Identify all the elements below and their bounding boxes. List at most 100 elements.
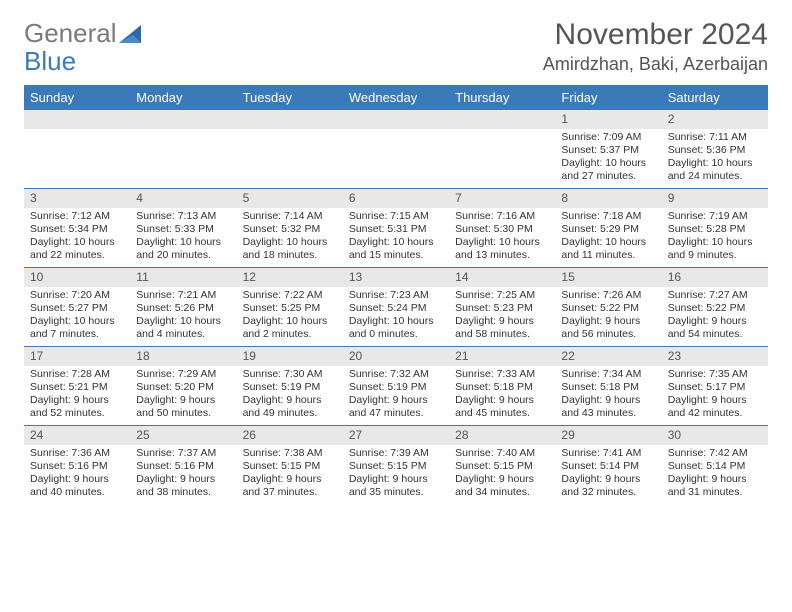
day-info-line: and 56 minutes.: [561, 328, 655, 341]
day-number: 13: [343, 268, 449, 287]
day-info-line: Sunset: 5:14 PM: [668, 460, 762, 473]
day-cell: 5Sunrise: 7:14 AMSunset: 5:32 PMDaylight…: [237, 189, 343, 267]
day-info-line: and 35 minutes.: [349, 486, 443, 499]
day-info-line: Daylight: 10 hours: [349, 236, 443, 249]
day-header-cell: Wednesday: [343, 85, 449, 110]
day-info-line: Sunrise: 7:39 AM: [349, 447, 443, 460]
week-row: 3Sunrise: 7:12 AMSunset: 5:34 PMDaylight…: [24, 188, 768, 267]
week-row: 24Sunrise: 7:36 AMSunset: 5:16 PMDayligh…: [24, 425, 768, 504]
month-title: November 2024: [543, 18, 768, 52]
day-info: Sunrise: 7:14 AMSunset: 5:32 PMDaylight:…: [237, 208, 343, 267]
day-info-line: Daylight: 9 hours: [561, 394, 655, 407]
day-info-line: Daylight: 9 hours: [455, 315, 549, 328]
day-cell: 24Sunrise: 7:36 AMSunset: 5:16 PMDayligh…: [24, 426, 130, 504]
day-info-line: Sunset: 5:22 PM: [561, 302, 655, 315]
day-info-line: Sunrise: 7:19 AM: [668, 210, 762, 223]
day-number: [449, 110, 555, 129]
day-number: 1: [555, 110, 661, 129]
day-info-line: Daylight: 10 hours: [30, 236, 124, 249]
day-number: 12: [237, 268, 343, 287]
day-cell: 25Sunrise: 7:37 AMSunset: 5:16 PMDayligh…: [130, 426, 236, 504]
day-number: 29: [555, 426, 661, 445]
day-info: Sunrise: 7:35 AMSunset: 5:17 PMDaylight:…: [662, 366, 768, 425]
day-info: Sunrise: 7:42 AMSunset: 5:14 PMDaylight:…: [662, 445, 768, 504]
day-info-line: and 9 minutes.: [668, 249, 762, 262]
day-header-cell: Sunday: [24, 85, 130, 110]
day-info-line: Sunset: 5:22 PM: [668, 302, 762, 315]
week-row: 17Sunrise: 7:28 AMSunset: 5:21 PMDayligh…: [24, 346, 768, 425]
day-number: 24: [24, 426, 130, 445]
location: Amirdzhan, Baki, Azerbaijan: [543, 54, 768, 75]
day-cell: 17Sunrise: 7:28 AMSunset: 5:21 PMDayligh…: [24, 347, 130, 425]
day-number: 2: [662, 110, 768, 129]
day-info-line: Sunset: 5:32 PM: [243, 223, 337, 236]
week-row: 10Sunrise: 7:20 AMSunset: 5:27 PMDayligh…: [24, 267, 768, 346]
day-cell: 1Sunrise: 7:09 AMSunset: 5:37 PMDaylight…: [555, 110, 661, 188]
day-number: 30: [662, 426, 768, 445]
day-info-line: Daylight: 9 hours: [561, 315, 655, 328]
day-info-line: Sunset: 5:18 PM: [561, 381, 655, 394]
day-info: Sunrise: 7:11 AMSunset: 5:36 PMDaylight:…: [662, 129, 768, 188]
day-info: Sunrise: 7:39 AMSunset: 5:15 PMDaylight:…: [343, 445, 449, 504]
day-info-line: and 4 minutes.: [136, 328, 230, 341]
day-info: Sunrise: 7:41 AMSunset: 5:14 PMDaylight:…: [555, 445, 661, 504]
day-info-line: Daylight: 9 hours: [30, 394, 124, 407]
header: General November 2024 Amirdzhan, Baki, A…: [24, 18, 768, 75]
day-info-line: Sunset: 5:15 PM: [349, 460, 443, 473]
day-info-line: and 54 minutes.: [668, 328, 762, 341]
day-info: Sunrise: 7:12 AMSunset: 5:34 PMDaylight:…: [24, 208, 130, 267]
day-info: Sunrise: 7:18 AMSunset: 5:29 PMDaylight:…: [555, 208, 661, 267]
day-info-line: Daylight: 10 hours: [668, 157, 762, 170]
day-info: Sunrise: 7:26 AMSunset: 5:22 PMDaylight:…: [555, 287, 661, 346]
day-number: 22: [555, 347, 661, 366]
day-info: Sunrise: 7:37 AMSunset: 5:16 PMDaylight:…: [130, 445, 236, 504]
day-cell: 20Sunrise: 7:32 AMSunset: 5:19 PMDayligh…: [343, 347, 449, 425]
day-cell: [237, 110, 343, 188]
day-info-line: Sunset: 5:16 PM: [136, 460, 230, 473]
day-cell: 6Sunrise: 7:15 AMSunset: 5:31 PMDaylight…: [343, 189, 449, 267]
day-cell: 15Sunrise: 7:26 AMSunset: 5:22 PMDayligh…: [555, 268, 661, 346]
day-info-line: Sunset: 5:19 PM: [243, 381, 337, 394]
day-cell: 16Sunrise: 7:27 AMSunset: 5:22 PMDayligh…: [662, 268, 768, 346]
day-cell: 4Sunrise: 7:13 AMSunset: 5:33 PMDaylight…: [130, 189, 236, 267]
day-number: 25: [130, 426, 236, 445]
day-info: Sunrise: 7:30 AMSunset: 5:19 PMDaylight:…: [237, 366, 343, 425]
day-info-line: and 50 minutes.: [136, 407, 230, 420]
day-info-line: and 13 minutes.: [455, 249, 549, 262]
day-info: Sunrise: 7:16 AMSunset: 5:30 PMDaylight:…: [449, 208, 555, 267]
day-info-line: Sunset: 5:17 PM: [668, 381, 762, 394]
day-number: [24, 110, 130, 129]
day-info-line: and 49 minutes.: [243, 407, 337, 420]
day-cell: 18Sunrise: 7:29 AMSunset: 5:20 PMDayligh…: [130, 347, 236, 425]
day-info: Sunrise: 7:36 AMSunset: 5:16 PMDaylight:…: [24, 445, 130, 504]
day-cell: 26Sunrise: 7:38 AMSunset: 5:15 PMDayligh…: [237, 426, 343, 504]
day-info-line: and 0 minutes.: [349, 328, 443, 341]
day-info: Sunrise: 7:28 AMSunset: 5:21 PMDaylight:…: [24, 366, 130, 425]
day-number: [237, 110, 343, 129]
day-cell: 9Sunrise: 7:19 AMSunset: 5:28 PMDaylight…: [662, 189, 768, 267]
day-info-line: Sunrise: 7:13 AM: [136, 210, 230, 223]
day-info-line: Sunset: 5:23 PM: [455, 302, 549, 315]
day-info-line: Sunrise: 7:37 AM: [136, 447, 230, 460]
day-number: 17: [24, 347, 130, 366]
day-cell: 21Sunrise: 7:33 AMSunset: 5:18 PMDayligh…: [449, 347, 555, 425]
day-cell: 22Sunrise: 7:34 AMSunset: 5:18 PMDayligh…: [555, 347, 661, 425]
day-info: Sunrise: 7:40 AMSunset: 5:15 PMDaylight:…: [449, 445, 555, 504]
day-info-line: Sunset: 5:36 PM: [668, 144, 762, 157]
day-info-line: Sunset: 5:29 PM: [561, 223, 655, 236]
day-info-line: and 34 minutes.: [455, 486, 549, 499]
day-info-line: Sunset: 5:15 PM: [243, 460, 337, 473]
day-number: 9: [662, 189, 768, 208]
day-info-line: and 20 minutes.: [136, 249, 230, 262]
day-number: 21: [449, 347, 555, 366]
day-number: 28: [449, 426, 555, 445]
day-info-line: Sunrise: 7:11 AM: [668, 131, 762, 144]
day-info-line: Daylight: 9 hours: [668, 315, 762, 328]
day-info: Sunrise: 7:33 AMSunset: 5:18 PMDaylight:…: [449, 366, 555, 425]
day-cell: [343, 110, 449, 188]
day-number: 20: [343, 347, 449, 366]
day-header-cell: Thursday: [449, 85, 555, 110]
day-info: Sunrise: 7:13 AMSunset: 5:33 PMDaylight:…: [130, 208, 236, 267]
day-info-line: Sunset: 5:30 PM: [455, 223, 549, 236]
day-info-line: Sunset: 5:16 PM: [30, 460, 124, 473]
